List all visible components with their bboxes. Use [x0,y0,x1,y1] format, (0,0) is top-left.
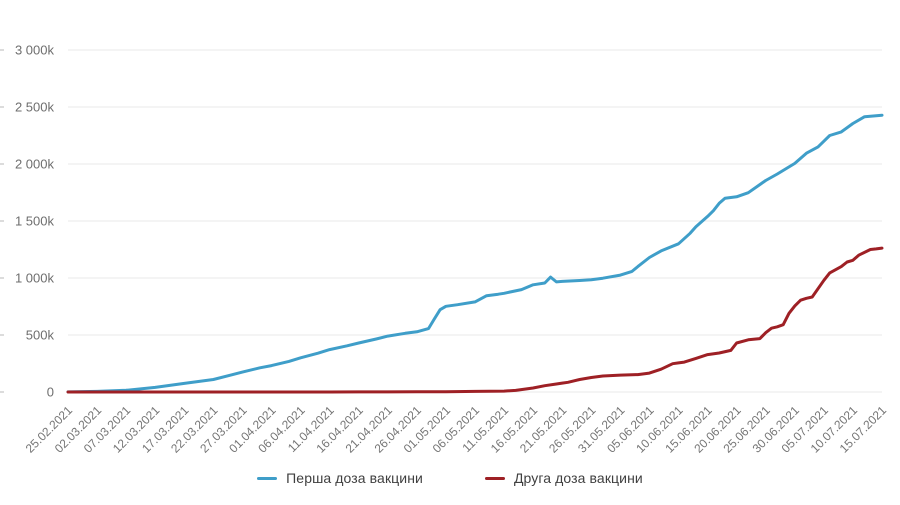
legend-label-first-dose: Перша доза вакцини [286,470,423,486]
legend-dash-second-dose-icon [484,476,505,480]
y-axis-tick-label: 2 500k [15,100,55,115]
legend-dash-first-dose-icon [257,476,278,480]
legend-label-second-dose: Друга доза вакцини [513,470,643,486]
series-line-first-dose [66,113,884,394]
y-axis-tick-label: 3 000k [15,43,55,58]
y-axis-tick-label: 1 000k [15,271,55,286]
legend-item-second-dose[interactable]: Друга доза вакцини [484,470,643,486]
y-axis-tick-label: 500k [26,328,55,343]
y-axis-tick-label: 2 000k [15,157,55,172]
legend-item-first-dose[interactable]: Перша доза вакцини [257,470,423,486]
y-axis-tick-label: 1 500k [15,214,55,229]
chart-legend: Перша доза вакцини Друга доза вакцини [0,470,900,486]
series-line-second-dose [66,246,884,394]
y-axis-tick-label: 0 [47,385,54,400]
